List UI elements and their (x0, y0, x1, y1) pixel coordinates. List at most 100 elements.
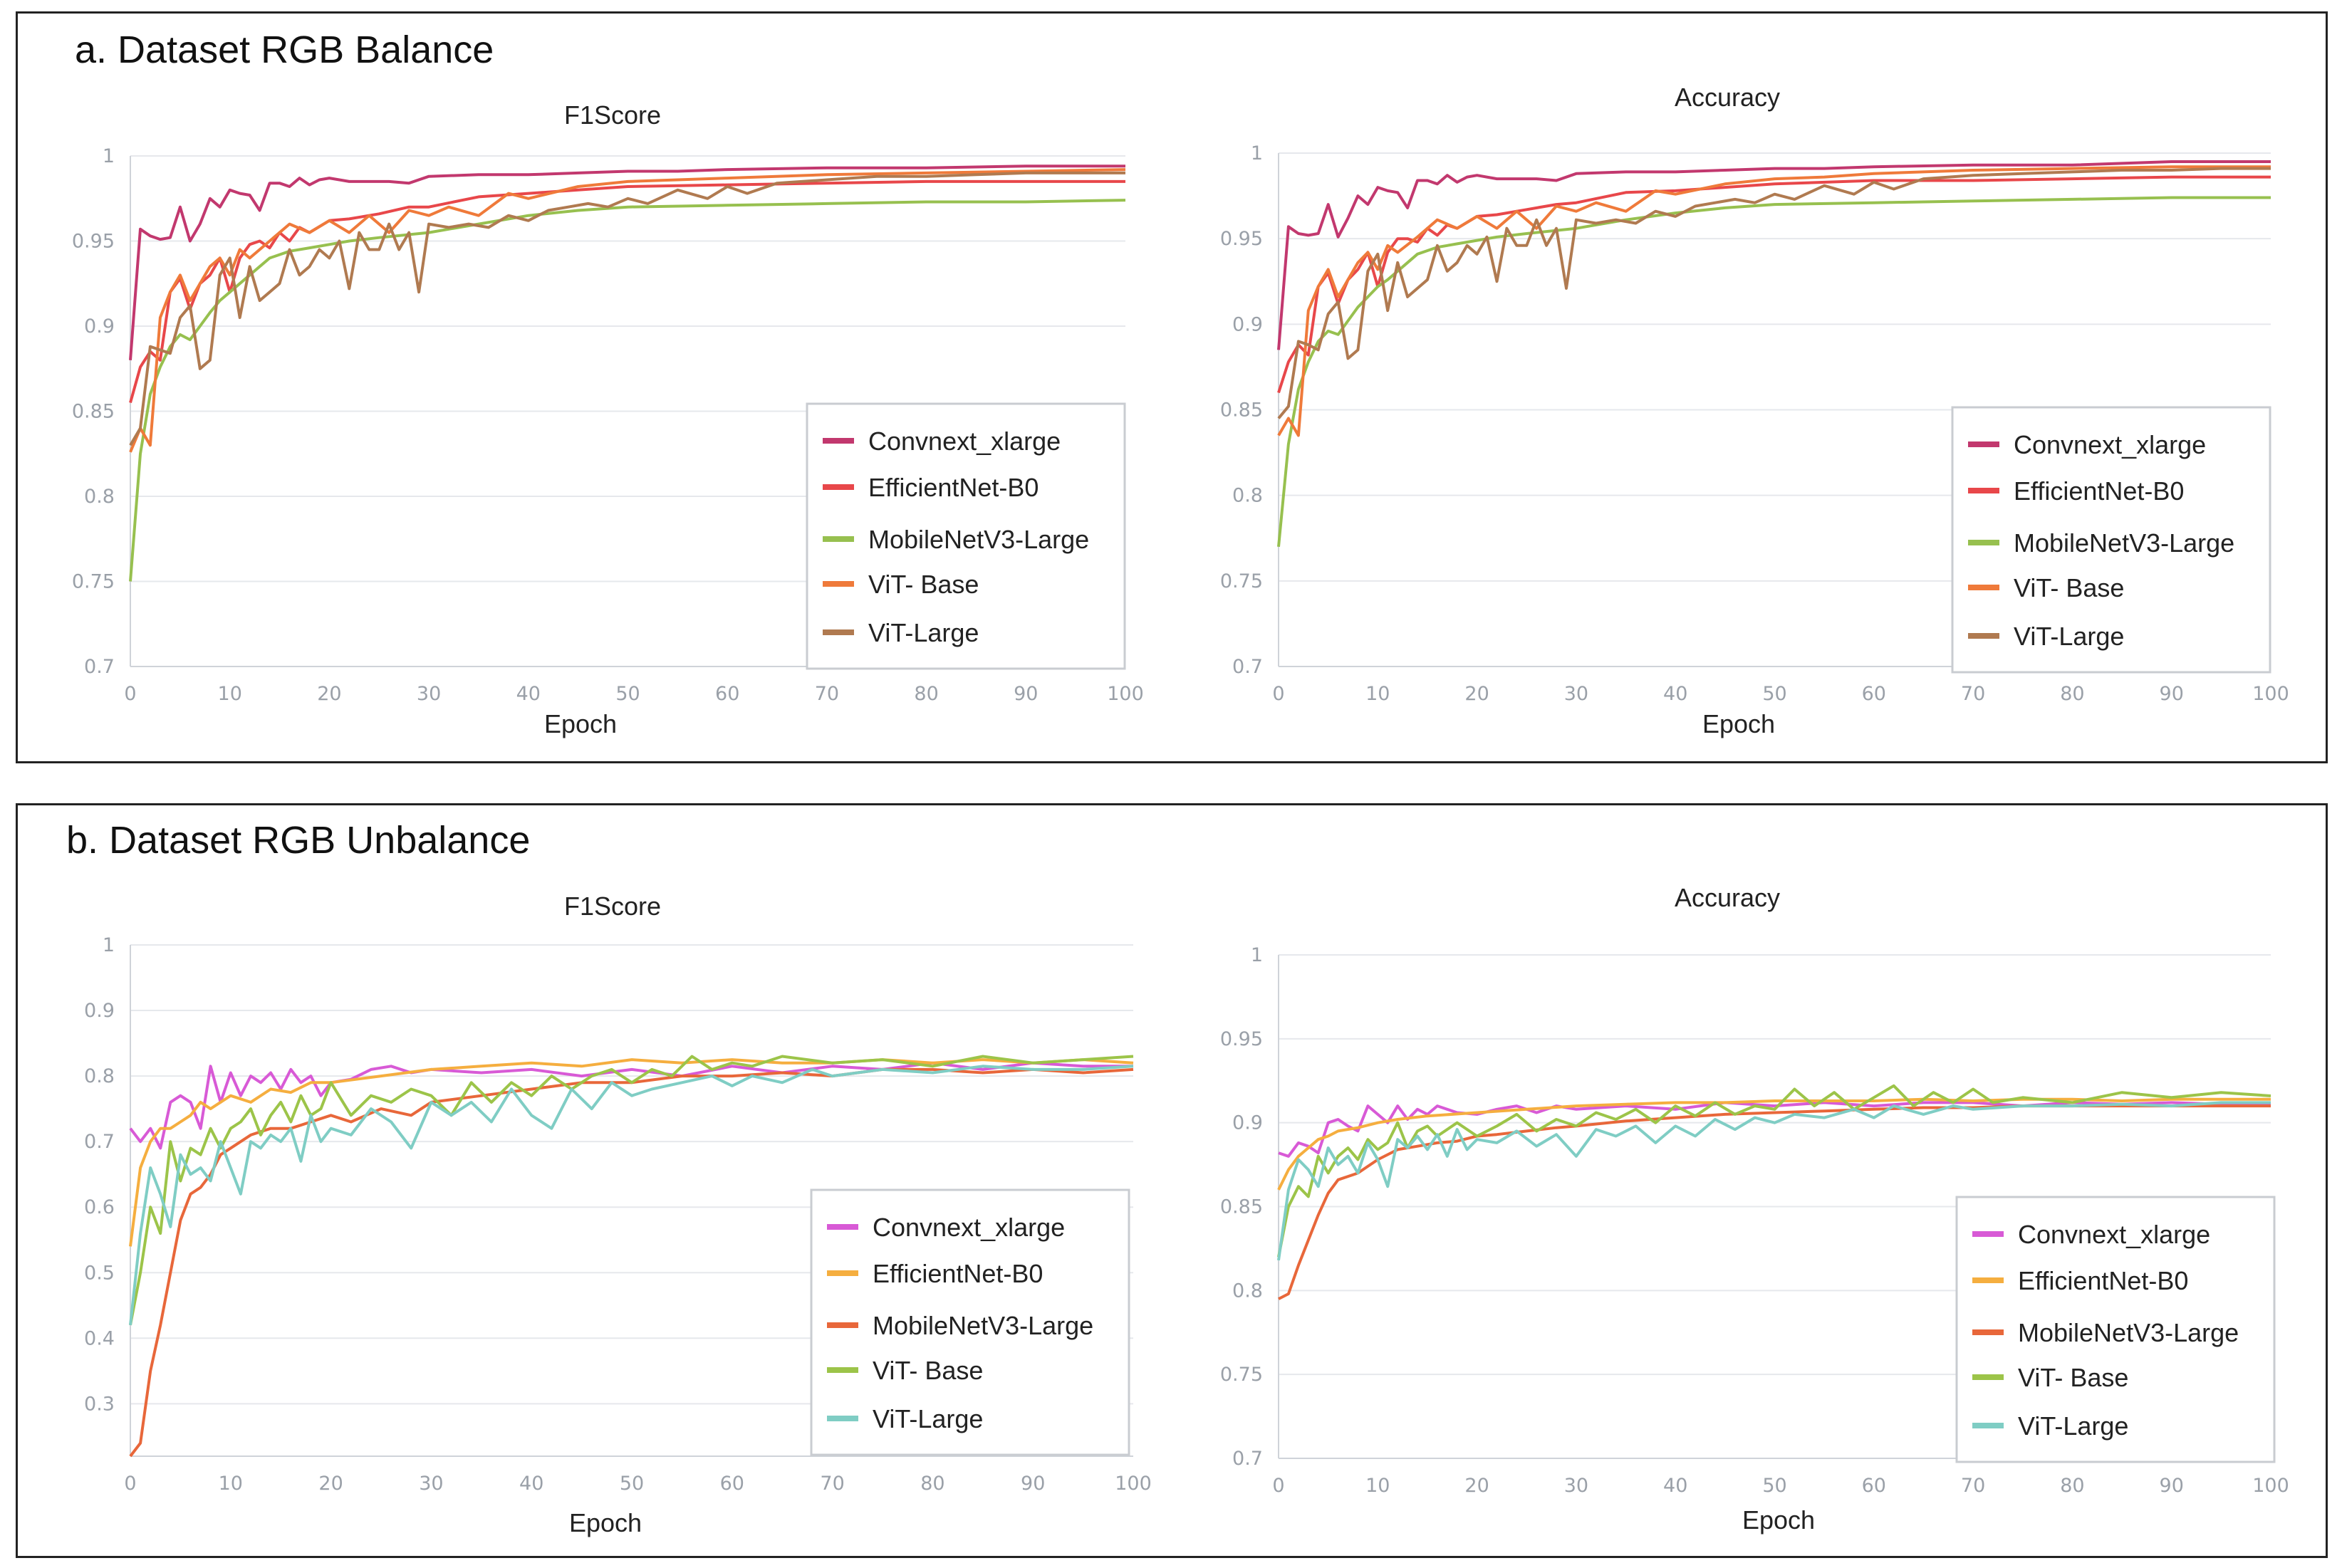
y-tick-label: 0.8 (84, 486, 115, 508)
x-tick-label: 80 (2060, 1475, 2084, 1497)
y-tick-label: 0.9 (1232, 1112, 1263, 1134)
y-tick-label: 0.75 (1220, 1364, 1263, 1386)
series-line (129, 168, 1126, 453)
x-tick-label: 0 (1272, 683, 1284, 705)
series-line (129, 1061, 1133, 1150)
legend-label: MobileNetV3-Large (868, 525, 1089, 554)
y-tick-label: 0.95 (72, 231, 115, 253)
legend-box (1951, 406, 2271, 674)
x-tick-label: 30 (417, 683, 441, 705)
series-line (129, 164, 1125, 360)
y-tick-label: 0.4 (84, 1327, 115, 1349)
x-tick-label: 60 (715, 683, 739, 705)
x-tick-label: 80 (920, 1473, 944, 1495)
x-tick-label: 10 (1365, 1475, 1390, 1497)
series-line (1277, 1101, 2271, 1261)
series-line (1277, 175, 2271, 394)
y-tick-label: 0.8 (84, 1065, 115, 1087)
series-line (129, 1055, 1134, 1326)
y-tick-label: 0.7 (1232, 1448, 1263, 1470)
x-axis-label: Epoch (1742, 1505, 1815, 1535)
y-tick-label: 0.8 (1232, 485, 1263, 507)
y-tick-label: 0.85 (1220, 399, 1263, 422)
x-tick-label: 30 (419, 1473, 443, 1495)
legend-label: ViT- Base (2014, 573, 2124, 602)
x-tick-label: 20 (1464, 683, 1489, 705)
x-tick-label: 10 (1365, 683, 1390, 705)
legend-label: Convnext_xlarge (2018, 1220, 2210, 1249)
panel-unbalance: b. Dataset RGB Unbalance F1Score 0.3 0.4 0.… (16, 803, 2328, 1558)
series-line (1277, 1084, 2271, 1258)
y-tick-label: 0.9 (84, 315, 115, 338)
series-line (129, 1065, 1134, 1326)
legend-label: Convnext_xlarge (873, 1213, 1065, 1242)
x-tick-label: 80 (914, 683, 938, 705)
x-tick-label: 100 (2252, 1475, 2289, 1497)
x-tick-label: 70 (815, 683, 839, 705)
x-tick-label: 40 (519, 1473, 543, 1495)
x-tick-label: 40 (516, 683, 541, 705)
y-tick-label: 0.85 (72, 401, 115, 423)
legend-label: ViT-Large (868, 618, 979, 647)
x-tick-label: 0 (124, 1473, 136, 1495)
x-tick-label: 60 (1862, 683, 1886, 705)
legend-label: ViT- Base (2018, 1363, 2128, 1392)
chart-title: F1Score (564, 100, 661, 130)
x-tick-label: 60 (720, 1473, 744, 1495)
x-tick-label: 100 (1107, 683, 1144, 705)
legend: Convnext_xlarge EfficientNet-B0 MobileNetV… (806, 402, 1126, 670)
chart-title: Accuracy (1675, 83, 1780, 112)
x-tick-label: 90 (2160, 683, 2184, 705)
y-tick-label: 0.95 (1220, 1028, 1263, 1050)
x-tick-label: 90 (1014, 683, 1038, 705)
y-tick-label: 1 (1251, 944, 1263, 966)
y-tick-label: 0.9 (84, 1000, 115, 1022)
legend-label: Convnext_xlarge (868, 427, 1061, 456)
y-tick-label: 0.8 (1232, 1280, 1263, 1302)
x-tick-label: 10 (218, 683, 242, 705)
x-tick-label: 30 (1564, 683, 1588, 705)
series-line (129, 179, 1125, 404)
legend-box (810, 1188, 1130, 1456)
legend: Convnext_xlarge EfficientNet-B0 MobileNetV… (1955, 1196, 2276, 1463)
legend: Convnext_xlarge EfficientNet-B0 MobileNetV… (1951, 406, 2271, 674)
legend-label: MobileNetV3-Large (2014, 528, 2234, 558)
x-tick-label: 0 (124, 683, 136, 705)
x-tick-label: 90 (2160, 1475, 2184, 1497)
y-tick-label: 0.85 (1220, 1196, 1263, 1218)
x-tick-label: 100 (2252, 683, 2289, 705)
y-tick-label: 1 (103, 934, 115, 956)
chart-title: Accuracy (1675, 883, 1780, 912)
y-tick-label: 0.3 (84, 1393, 115, 1415)
series-line (1277, 167, 2271, 419)
y-tick-label: 0.95 (1220, 228, 1263, 250)
legend-label: EfficientNet-B0 (2014, 476, 2184, 506)
legend-label: ViT- Base (873, 1356, 983, 1385)
series-line (1277, 160, 2271, 350)
x-tick-label: 70 (820, 1473, 844, 1495)
x-tick-label: 20 (318, 1473, 343, 1495)
legend-box (1955, 1196, 2276, 1463)
x-tick-label: 50 (620, 1473, 644, 1495)
x-axis-label: Epoch (1702, 709, 1775, 738)
x-tick-label: 20 (317, 683, 341, 705)
series-line (129, 199, 1126, 582)
y-tick-label: 0.9 (1232, 313, 1263, 335)
y-tick-label: 0.7 (84, 656, 115, 678)
legend-label: ViT-Large (873, 1404, 983, 1433)
x-tick-label: 50 (615, 683, 640, 705)
panel-title: a. Dataset RGB Balance (75, 28, 494, 71)
x-tick-label: 40 (1663, 1475, 1687, 1497)
legend-label: EfficientNet-B0 (868, 473, 1039, 502)
x-tick-label: 80 (2060, 683, 2084, 705)
y-tick-label: 0.75 (72, 571, 115, 593)
series-line (129, 171, 1125, 446)
legend-box (806, 402, 1126, 670)
x-axis-label: Epoch (544, 709, 617, 738)
legend-label: EfficientNet-B0 (873, 1259, 1043, 1288)
panel-balance: a. Dataset RGB Balance F1Score 0.7 0.75 0.8… (16, 11, 2328, 763)
